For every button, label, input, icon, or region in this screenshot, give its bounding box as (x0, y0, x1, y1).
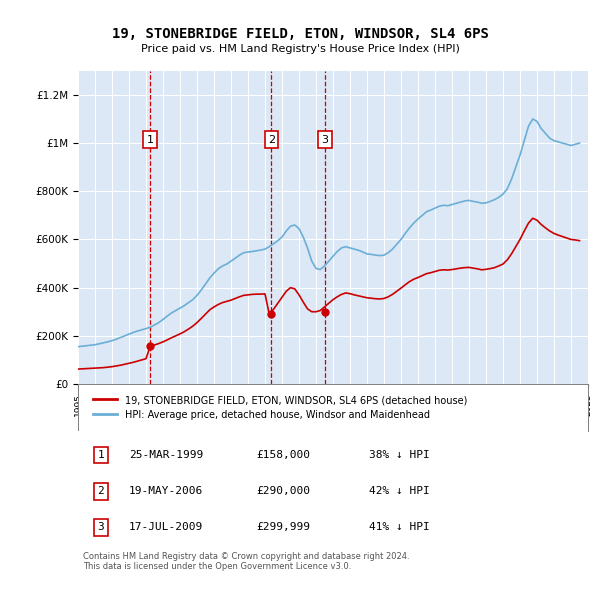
Text: £158,000: £158,000 (257, 450, 311, 460)
Text: 2: 2 (268, 135, 275, 145)
Text: 1: 1 (98, 450, 104, 460)
Text: 2: 2 (98, 486, 104, 496)
Text: 3: 3 (98, 523, 104, 532)
Text: 19, STONEBRIDGE FIELD, ETON, WINDSOR, SL4 6PS: 19, STONEBRIDGE FIELD, ETON, WINDSOR, SL… (112, 27, 488, 41)
Text: 25-MAR-1999: 25-MAR-1999 (129, 450, 203, 460)
Text: 41% ↓ HPI: 41% ↓ HPI (368, 523, 430, 532)
Text: 38% ↓ HPI: 38% ↓ HPI (368, 450, 430, 460)
Text: Contains HM Land Registry data © Crown copyright and database right 2024.
This d: Contains HM Land Registry data © Crown c… (83, 552, 410, 571)
Text: £290,000: £290,000 (257, 486, 311, 496)
Text: Price paid vs. HM Land Registry's House Price Index (HPI): Price paid vs. HM Land Registry's House … (140, 44, 460, 54)
Text: 42% ↓ HPI: 42% ↓ HPI (368, 486, 430, 496)
Legend: 19, STONEBRIDGE FIELD, ETON, WINDSOR, SL4 6PS (detached house), HPI: Average pri: 19, STONEBRIDGE FIELD, ETON, WINDSOR, SL… (88, 390, 472, 425)
Text: 3: 3 (322, 135, 329, 145)
Text: £299,999: £299,999 (257, 523, 311, 532)
Text: 1: 1 (146, 135, 154, 145)
Text: 19-MAY-2006: 19-MAY-2006 (129, 486, 203, 496)
Text: 17-JUL-2009: 17-JUL-2009 (129, 523, 203, 532)
